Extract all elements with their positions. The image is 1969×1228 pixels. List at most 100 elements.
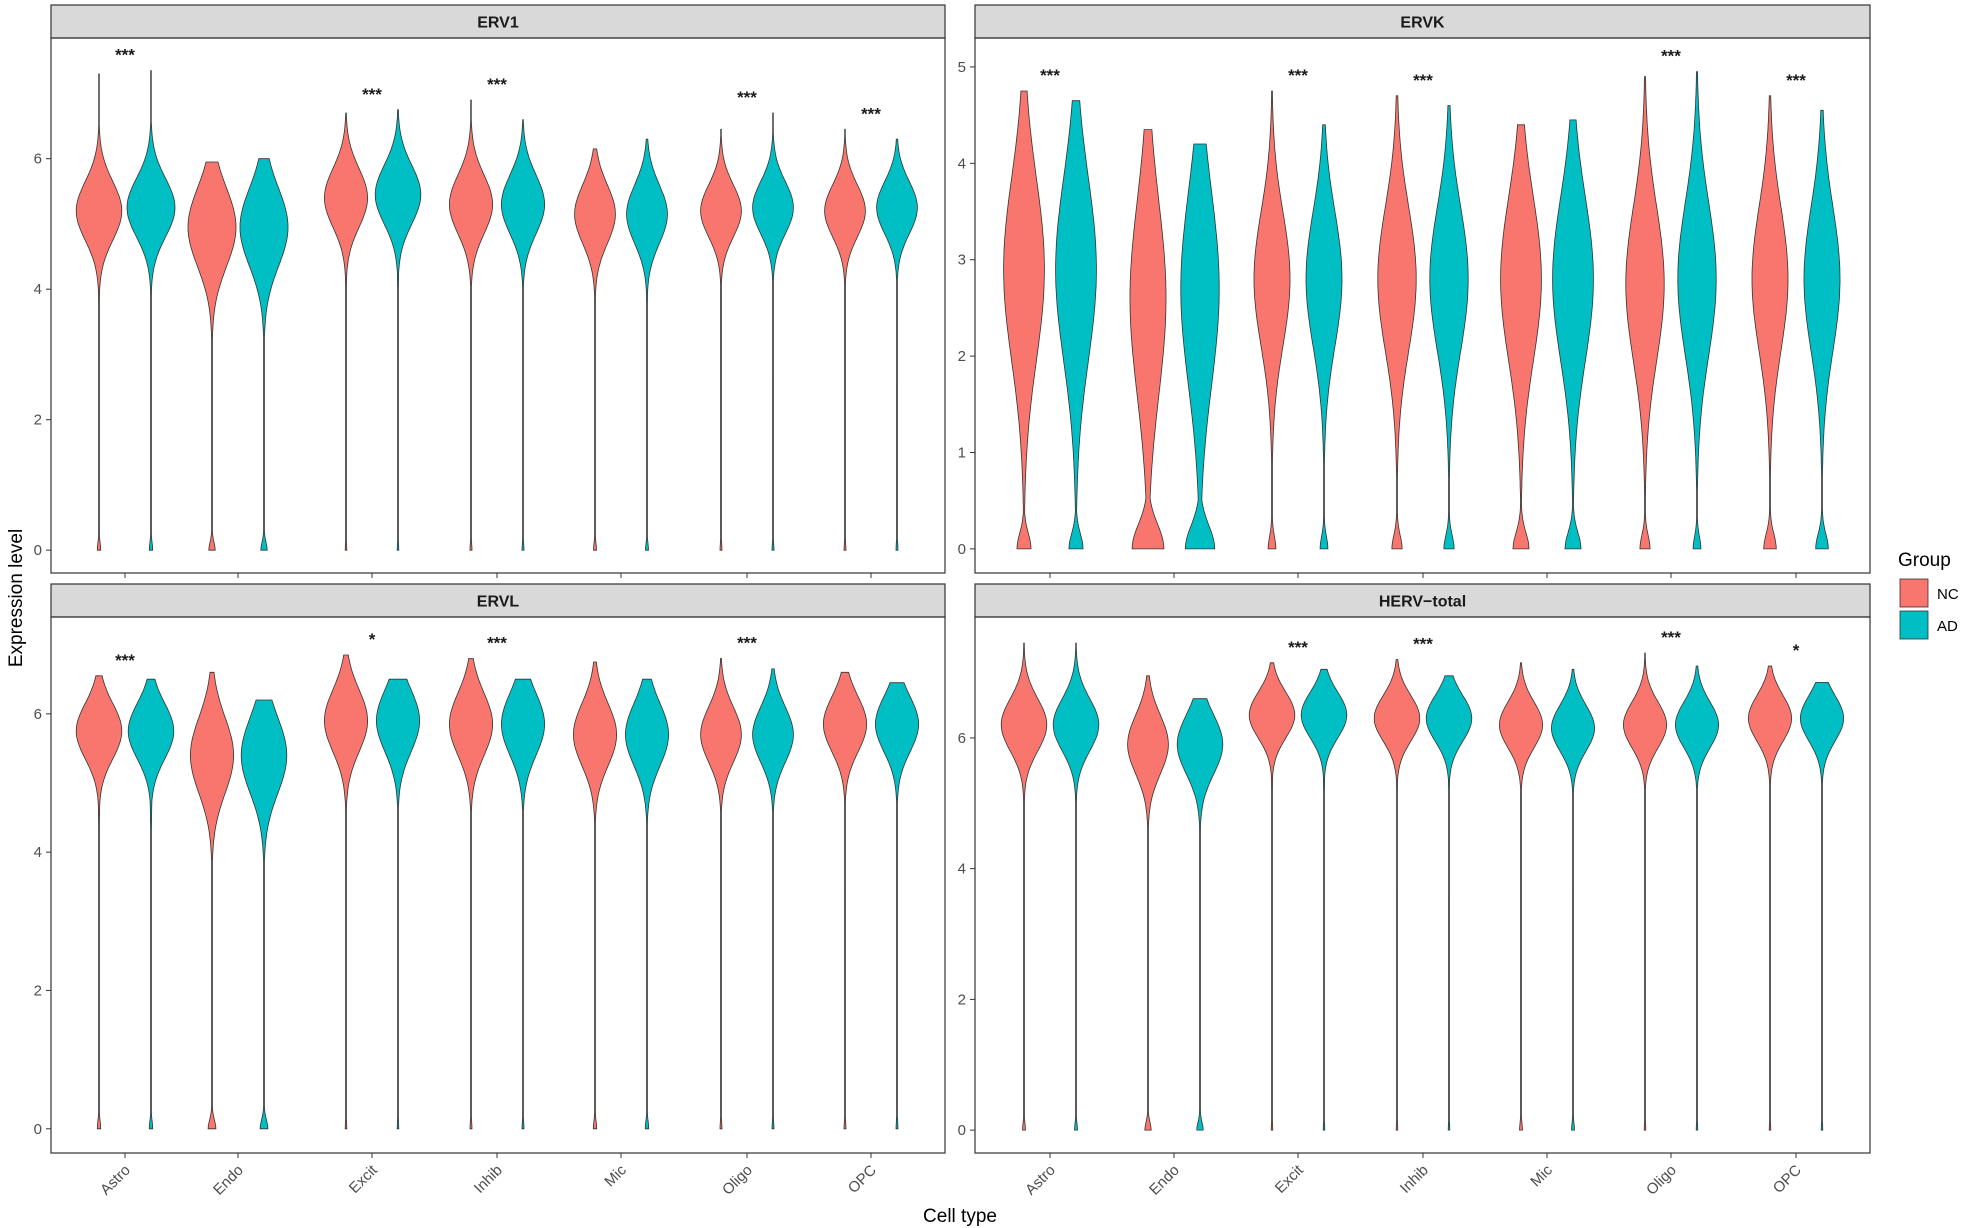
facet-strip-title: ERVL [477, 594, 520, 611]
violin-astro-ad [1055, 100, 1097, 550]
violin-excit-nc [1248, 662, 1296, 1131]
significance-label: *** [115, 651, 135, 670]
y-tick-label: 2 [958, 991, 966, 1008]
violin-excit-ad [1305, 124, 1343, 550]
violin-inhib-ad [501, 119, 545, 551]
violin-astro-ad [1052, 642, 1100, 1131]
panel-border [50, 37, 946, 574]
violin-astro-ad [127, 678, 175, 1130]
violin-excit-ad [1300, 668, 1348, 1131]
violin-mic-ad [624, 678, 670, 1130]
y-tick-label: 4 [958, 861, 966, 878]
significance-label: *** [737, 633, 757, 652]
violin-inhib-nc [449, 99, 493, 551]
violin-endo-ad [1176, 698, 1224, 1131]
violin-opc-nc [1751, 95, 1789, 550]
x-axis-title: Cell type [923, 1206, 997, 1227]
significance-label: *** [115, 46, 135, 65]
violin-oligo-nc [1622, 652, 1668, 1131]
legend-title: Group [1898, 550, 1951, 571]
y-tick-label: 4 [958, 155, 966, 172]
legend-key-nc [1899, 578, 1929, 608]
y-axis-title: Expression level [6, 529, 27, 667]
significance-label: *** [1413, 71, 1433, 90]
violin-inhib-ad [1429, 105, 1469, 550]
violin-excit-nc [1253, 90, 1291, 550]
y-tick-label: 0 [958, 541, 966, 558]
significance-label: *** [1661, 47, 1681, 66]
panel-border [974, 37, 1871, 574]
violin-endo-nc [190, 671, 234, 1130]
y-tick-label: 6 [34, 151, 42, 168]
significance-label: *** [737, 88, 757, 107]
violin-astro-nc [1000, 642, 1048, 1131]
x-tick-label: Excit [346, 1161, 382, 1197]
violin-endo-nc [1127, 675, 1169, 1131]
y-tick-label: 6 [34, 706, 42, 723]
facet-strip-title: ERVK [1400, 15, 1445, 32]
violin-endo-ad [240, 699, 288, 1130]
violin-excit-nc [323, 112, 369, 551]
x-tick-label: Astro [1022, 1162, 1059, 1199]
significance-label: *** [487, 633, 507, 652]
violin-endo-nc [187, 161, 237, 551]
significance-label: * [369, 630, 376, 649]
violin-opc-nc [824, 128, 866, 551]
violin-excit-ad [375, 678, 421, 1130]
violin-endo-ad [239, 158, 289, 551]
violin-mic-nc [574, 148, 616, 551]
significance-label: * [1793, 641, 1800, 660]
facet-panel-1: ERVK 0 1 2 3 4 5 *** *** *** *** *** [958, 4, 1871, 578]
violin-mic-ad [1550, 668, 1596, 1131]
violin-opc-nc [822, 671, 868, 1130]
y-tick-label: 2 [34, 412, 42, 429]
y-tick-label: 3 [958, 252, 966, 269]
x-tick-label: Mic [601, 1161, 630, 1190]
violin-mic-ad [1552, 119, 1594, 550]
violin-excit-ad [374, 109, 422, 551]
legend: Group NC AD [1898, 550, 1959, 640]
violin-inhib-nc [1377, 95, 1417, 550]
violin-inhib-ad [500, 678, 546, 1130]
significance-label: *** [1040, 66, 1060, 85]
violin-opc-ad [874, 682, 920, 1130]
panel-border [974, 616, 1871, 1154]
legend-key-ad [1899, 610, 1929, 640]
significance-label: *** [1288, 638, 1308, 657]
facet-panel-0: ERV1 0 2 4 6 *** *** *** *** *** [34, 4, 946, 578]
violin-astro-ad [126, 70, 176, 551]
violin-mic-nc [1498, 662, 1544, 1131]
violin-inhib-nc [449, 658, 493, 1130]
violin-oligo-nc [700, 128, 742, 551]
significance-label: *** [362, 85, 382, 104]
x-tick-label: Oligo [719, 1162, 756, 1199]
legend-label-nc: NC [1937, 586, 1959, 603]
y-tick-label: 0 [958, 1122, 966, 1139]
x-tick-label: Inhib [1397, 1162, 1432, 1197]
x-tick-label: Excit [1272, 1161, 1308, 1197]
facet-strip-title: ERV1 [477, 15, 519, 32]
significance-label: *** [1288, 66, 1308, 85]
facet-strip [50, 583, 946, 618]
violin-opc-ad [876, 138, 918, 551]
violin-mic-ad [626, 138, 668, 551]
facet-strip [50, 4, 946, 39]
violin-mic-nc [572, 661, 618, 1130]
violin-oligo-nc [700, 658, 742, 1130]
violin-opc-nc [1747, 665, 1793, 1131]
x-tick-label: Endo [210, 1162, 247, 1199]
violin-astro-nc [1003, 90, 1045, 550]
significance-label: *** [1413, 634, 1433, 653]
violin-oligo-ad [752, 668, 794, 1130]
y-tick-label: 1 [958, 445, 966, 462]
violin-opc-ad [1803, 109, 1841, 550]
y-tick-label: 5 [958, 59, 966, 76]
violin-oligo-ad [1674, 665, 1720, 1131]
y-tick-label: 2 [34, 982, 42, 999]
violin-mic-nc [1500, 124, 1542, 550]
violin-astro-nc [75, 675, 123, 1130]
violin-astro-nc [75, 73, 123, 551]
